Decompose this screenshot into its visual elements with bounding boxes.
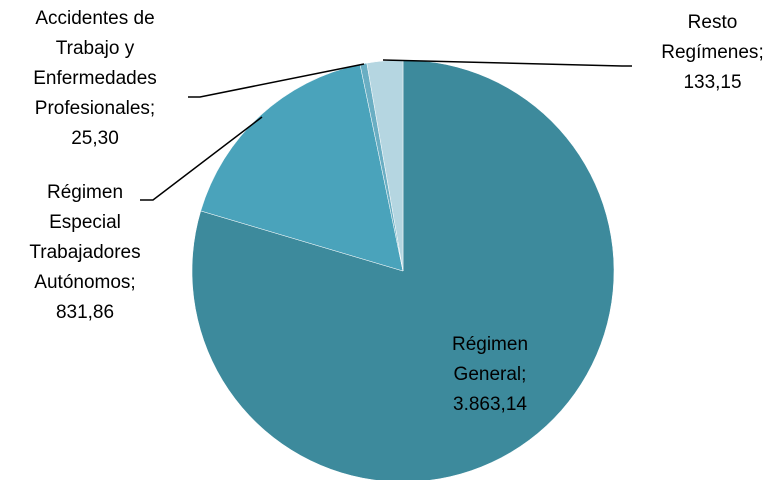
- separator: ;: [758, 42, 764, 63]
- value-label: 3.863,14: [453, 394, 527, 415]
- slice-label: Accidentes de Trabajo y Enfermedades Pro…: [5, 4, 185, 154]
- category-label: Resto Regímenes: [661, 12, 759, 63]
- value-label: 133,15: [683, 72, 742, 93]
- separator: ;: [521, 364, 527, 385]
- leader-line: [382, 59, 632, 67]
- category-label: Accidentes de Trabajo y Enfermedades Pro…: [33, 8, 157, 119]
- category-label: Régimen General: [451, 334, 529, 385]
- separator: ;: [130, 272, 136, 293]
- slice-label: Resto Regímenes; 133,15: [650, 8, 775, 98]
- separator: ;: [149, 98, 156, 119]
- pie-slice: [200, 64, 404, 272]
- leader-line: [140, 116, 263, 201]
- pie-slice: [191, 59, 615, 480]
- category-label: Régimen Especial Trabajadores Autónomos: [29, 182, 141, 293]
- slice-label: Régimen General; 3.863,14: [430, 330, 550, 420]
- slice-label: Régimen Especial Trabajadores Autónomos;…: [10, 178, 160, 328]
- value-label: 25,30: [71, 128, 119, 149]
- leader-line: [188, 63, 365, 98]
- value-label: 831,86: [55, 302, 115, 323]
